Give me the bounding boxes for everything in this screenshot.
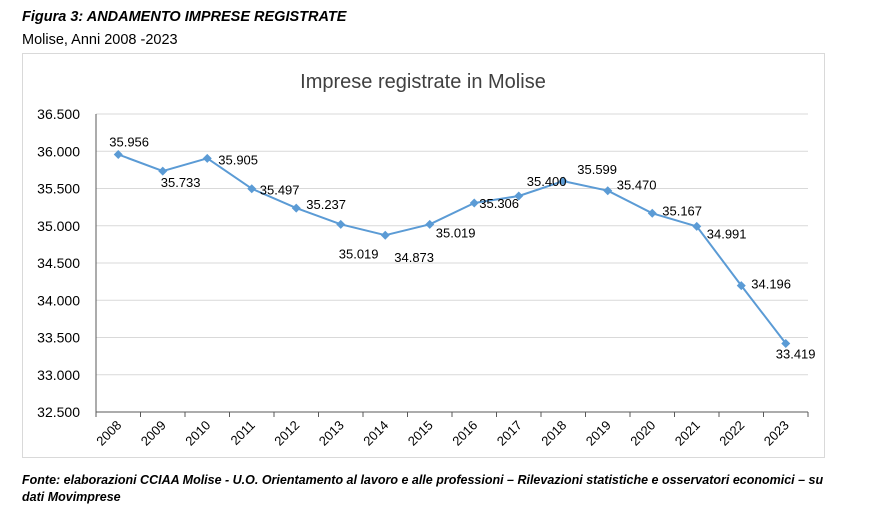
x-tick-label: 2022: [716, 418, 747, 449]
data-label: 35.167: [662, 203, 702, 218]
data-label: 35.470: [617, 178, 657, 193]
x-tick-label: 2020: [627, 418, 658, 449]
x-tick-label: 2009: [138, 418, 169, 449]
line-chart: Imprese registrate in Molise 32.500 33.00…: [37, 71, 815, 449]
x-tick-label: 2019: [583, 418, 614, 449]
y-tick-label: 35.500: [37, 181, 80, 197]
data-point: [202, 153, 212, 163]
data-point: [647, 208, 657, 218]
data-point: [291, 203, 301, 213]
y-tick-label: 33.000: [37, 367, 80, 383]
data-label: 34.196: [751, 277, 791, 292]
data-point: [603, 186, 613, 196]
x-tick-label: 2011: [227, 418, 257, 448]
data-point: [247, 184, 257, 194]
data-label: 35.599: [577, 162, 617, 177]
data-point: [158, 166, 168, 176]
figure-title: Figura 3: ANDAMENTO IMPRESE REGISTRATE: [22, 9, 347, 25]
y-tick-label: 34.000: [37, 292, 80, 308]
data-point: [692, 221, 702, 231]
y-tick-label: 32.500: [37, 404, 80, 420]
data-point: [469, 198, 479, 208]
series-line: [117, 153, 787, 345]
y-tick-label: 33.500: [37, 330, 80, 346]
x-tick-label: 2008: [93, 418, 124, 449]
gridlines: [96, 113, 808, 376]
data-point: [781, 339, 791, 349]
x-tick-label: 2017: [494, 418, 525, 449]
data-label: 35.400: [527, 174, 567, 189]
data-label: 35.306: [479, 196, 519, 211]
x-tick-label: 2018: [538, 418, 569, 449]
data-point: [558, 176, 568, 186]
data-point: [425, 219, 435, 229]
data-label: 35.956: [109, 135, 149, 150]
chart-title: Imprese registrate in Molise: [300, 71, 546, 93]
y-axis: 32.500 33.000 33.500 34.000 34.500 35.000 35.5…: [37, 106, 97, 420]
data-label: 34.991: [707, 226, 747, 241]
y-tick-label: 36.000: [37, 143, 80, 159]
y-tick-label: 34.500: [37, 255, 80, 271]
x-tick-label: 2012: [271, 418, 302, 449]
x-axis: 2008 2009 2010 2011 2012 2013 2014 2015 2016 2017…: [93, 411, 809, 449]
data-point: [380, 230, 390, 240]
chart-container: Imprese registrate in Molise 32.500 33.00…: [22, 53, 825, 458]
x-tick-label: 2023: [761, 418, 792, 449]
data-point: [514, 191, 524, 201]
y-tick-label: 35.000: [37, 218, 80, 234]
figure-subtitle: Molise, Anni 2008 -2023: [22, 32, 178, 48]
x-tick-label: 2010: [182, 418, 213, 449]
data-point: [736, 281, 746, 291]
data-label: 35.733: [161, 175, 201, 190]
data-label: 35.905: [218, 152, 258, 167]
series-markers: [113, 150, 791, 349]
x-tick-label: 2014: [360, 418, 391, 449]
data-label: 35.237: [306, 197, 346, 212]
data-label: 34.873: [394, 250, 434, 265]
data-label: 35.497: [260, 183, 300, 198]
data-label: 35.019: [339, 246, 379, 261]
data-label: 35.019: [436, 225, 476, 240]
series-path: [117, 153, 787, 345]
data-point: [113, 150, 123, 160]
x-tick-label: 2013: [316, 418, 347, 449]
x-tick-label: 2015: [405, 418, 436, 449]
data-label: 33.419: [776, 347, 816, 362]
x-tick-label: 2016: [449, 418, 480, 449]
y-tick-label: 36.500: [37, 106, 80, 122]
x-tick-label: 2021: [672, 418, 703, 449]
source-note: Fonte: elaborazioni CCIAA Molise - U.O. …: [22, 473, 824, 504]
data-point: [336, 219, 346, 229]
